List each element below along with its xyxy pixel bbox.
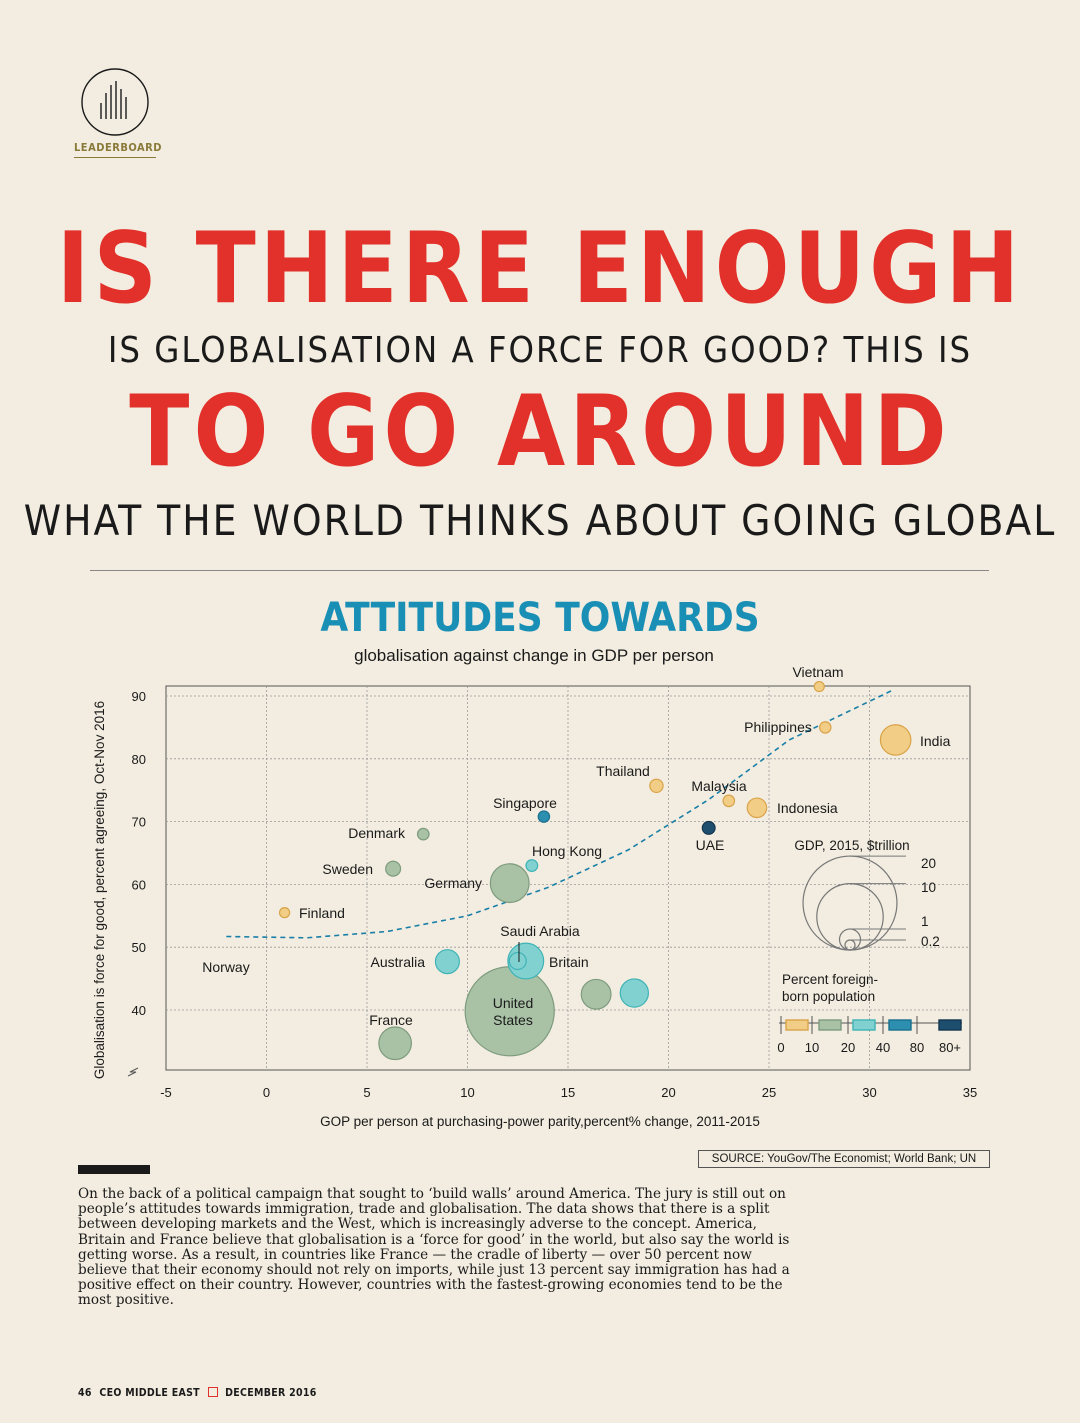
data-point [813, 680, 825, 693]
data-point [525, 859, 539, 873]
color-legend-swatch [888, 1019, 912, 1031]
y-axis-label: Globalisation is force for good, percent… [92, 701, 107, 1079]
issue-date: DECEMBER 2016 [225, 1387, 317, 1399]
color-legend-swatch [818, 1019, 842, 1031]
color-legend-swatch [852, 1019, 876, 1031]
point-label: Indonesia [777, 800, 838, 816]
size-legend-circle [844, 939, 856, 951]
color-legend-label: 80+ [939, 1040, 961, 1055]
divider [90, 570, 989, 571]
color-legend-label: 0 [777, 1040, 784, 1055]
x-tick-label: 20 [661, 1085, 675, 1100]
x-tick-label: -5 [160, 1085, 172, 1100]
point-label: Philippines [744, 719, 812, 735]
headline-line-1: IS THERE ENOUGH [56, 212, 1024, 326]
point-label: Saudi Arabia [500, 923, 580, 939]
label-line: States [493, 1012, 533, 1028]
data-point [489, 863, 530, 904]
chart-subtitle: globalisation against change in GDP per … [354, 646, 714, 665]
point-label: France [369, 1012, 413, 1028]
headline-sub-1: IS GLOBALISATION A FORCE FOR GOOD? THIS … [107, 330, 973, 371]
point-label: Malaysia [691, 778, 746, 794]
label-line: United [493, 995, 533, 1011]
data-point [537, 810, 551, 823]
y-tick-label: 40 [132, 1003, 146, 1018]
x-tick-label: 25 [762, 1085, 776, 1100]
color-legend-swatch [938, 1019, 962, 1031]
size-legend-circle [802, 855, 898, 951]
data-point [746, 797, 768, 819]
color-legend-label: 40 [876, 1040, 890, 1055]
x-tick-label: 15 [561, 1085, 575, 1100]
body-text: On the back of a political campaign that… [78, 1186, 790, 1309]
data-point [879, 724, 912, 756]
publication-name: CEO MIDDLE EAST [99, 1387, 200, 1399]
data-point [619, 978, 650, 1008]
point-label: Germany [424, 875, 482, 891]
data-point [434, 949, 460, 975]
point-label: Australia [371, 954, 426, 970]
separator-square-icon [207, 1387, 218, 1397]
data-point [278, 907, 291, 919]
body-marker [78, 1165, 150, 1174]
data-point [508, 951, 527, 971]
axis-break-icon [127, 1067, 139, 1077]
point-label-united-states: United States [493, 995, 533, 1028]
page-footer: 46 CEO MIDDLE EAST DECEMBER 2016 [78, 1387, 317, 1399]
size-legend-label: 20 [921, 856, 936, 871]
x-tick-label: 30 [862, 1085, 876, 1100]
color-legend-label: 20 [841, 1040, 855, 1055]
chart-title: ATTITUDES TOWARDS [320, 595, 760, 641]
point-label: Hong Kong [532, 843, 602, 859]
x-axis-label: GOP per person at purchasing-power parit… [320, 1114, 760, 1129]
headline-sub-2: WHAT THE WORLD THINKS ABOUT GOING GLOBAL [23, 496, 1057, 545]
data-point [385, 860, 402, 877]
size-legend-title: GDP, 2015, $trillion [794, 838, 909, 853]
x-tick-label: 10 [460, 1085, 474, 1100]
point-label: UAE [696, 837, 725, 853]
data-point [649, 778, 664, 794]
point-label: Finland [299, 905, 345, 921]
headline-line-2: TO GO AROUND [129, 375, 951, 489]
point-label: Britain [549, 954, 589, 970]
trend-line [226, 688, 894, 939]
section-label: LEADERBOARD [74, 141, 161, 158]
y-tick-label: 70 [132, 815, 146, 830]
x-tick-label: 0 [263, 1085, 270, 1100]
data-point [819, 721, 832, 734]
point-label: Denmark [348, 825, 406, 841]
x-tick-label: 35 [963, 1085, 977, 1100]
color-legend-swatch [785, 1019, 809, 1031]
color-legend-label: 80 [910, 1040, 924, 1055]
page-number: 46 [78, 1387, 92, 1399]
data-point [416, 827, 430, 841]
size-legend-label: 10 [921, 880, 936, 895]
size-legend-label: 1 [921, 914, 929, 929]
y-tick-label: 80 [132, 752, 146, 767]
leaderboard-bars-icon [81, 68, 149, 136]
source-note: SOURCE: YouGov/The Economist; World Bank… [698, 1150, 990, 1168]
point-label: India [920, 733, 951, 749]
point-label: Norway [202, 959, 249, 975]
size-legend-label: 0.2 [921, 934, 940, 949]
y-tick-label: 50 [132, 940, 146, 955]
y-tick-label: 60 [132, 877, 146, 892]
point-label: Sweden [322, 861, 373, 877]
point-label: Vietnam [792, 664, 843, 680]
data-point [722, 794, 736, 808]
color-legend-title: born population [782, 989, 875, 1004]
point-label: Thailand [596, 763, 650, 779]
y-tick-label: 90 [132, 689, 146, 704]
color-legend-label: 10 [805, 1040, 819, 1055]
color-legend-title: Percent foreign- [782, 972, 878, 987]
data-point [378, 1026, 413, 1061]
x-tick-label: 5 [363, 1085, 370, 1100]
point-label: Singapore [493, 795, 557, 811]
data-point [580, 978, 612, 1010]
data-point [701, 820, 716, 835]
